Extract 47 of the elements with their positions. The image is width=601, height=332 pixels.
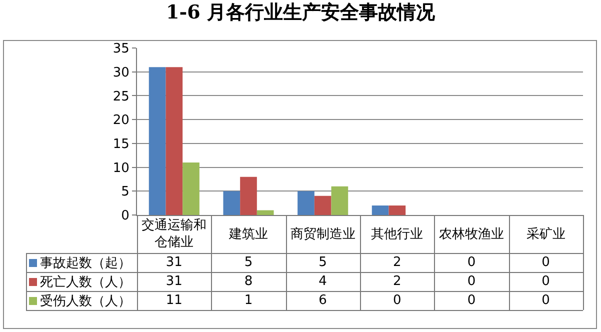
- x-tick-label: 交通运输和仓储业: [140, 217, 208, 252]
- y-tick-label: 25: [112, 89, 130, 104]
- bar: [223, 191, 240, 215]
- bar: [372, 205, 389, 215]
- legend-label: 死亡人数（人）: [40, 274, 131, 290]
- bar: [166, 67, 183, 215]
- data-label: 0: [540, 254, 551, 272]
- data-label: 6: [318, 292, 328, 310]
- data-label: 1: [243, 292, 254, 310]
- bar: [314, 196, 332, 215]
- x-tick-label: 建筑业: [228, 226, 269, 244]
- chart-title: 1-6 月各行业生产安全事故情况: [166, 1, 436, 24]
- x-tick-label: 商贸制造业: [289, 226, 356, 244]
- data-label: 5: [243, 254, 254, 272]
- y-tick-label: 10: [112, 160, 130, 176]
- x-tick-label: 农林牧渔业: [438, 226, 505, 244]
- data-label: 5: [318, 254, 328, 272]
- data-label: 2: [392, 273, 402, 291]
- bar: [182, 162, 200, 215]
- data-label: 0: [466, 273, 477, 291]
- data-label: 0: [392, 292, 402, 310]
- x-tick-label: 采矿业: [525, 226, 566, 244]
- data-label: 0: [540, 292, 551, 310]
- y-tick-label: 35: [112, 42, 130, 57]
- data-label: 8: [243, 273, 254, 291]
- bar: [256, 210, 274, 215]
- data-label: 31: [164, 254, 184, 272]
- data-label: 4: [318, 273, 328, 291]
- bar: [148, 67, 166, 215]
- data-label: 2: [392, 254, 402, 272]
- y-tick-label: 15: [112, 136, 130, 152]
- legend-label: 受伤人数（人）: [40, 294, 131, 308]
- data-label: 31: [164, 273, 184, 291]
- data-label: 11: [164, 292, 184, 310]
- y-tick-label: 0: [121, 208, 130, 224]
- data-label: 0: [540, 273, 551, 291]
- bar: [240, 176, 257, 215]
- x-tick-label: 其他行业: [370, 226, 424, 244]
- y-tick-label: 5: [121, 184, 130, 200]
- bar: [388, 205, 406, 215]
- data-label: 0: [466, 292, 477, 310]
- bar: [298, 191, 314, 215]
- bar: [331, 186, 348, 215]
- data-label: 0: [466, 254, 477, 272]
- legend-label: 事故起数（起）: [40, 256, 131, 270]
- y-tick-label: 30: [112, 65, 130, 80]
- y-tick-label: 20: [112, 113, 130, 128]
